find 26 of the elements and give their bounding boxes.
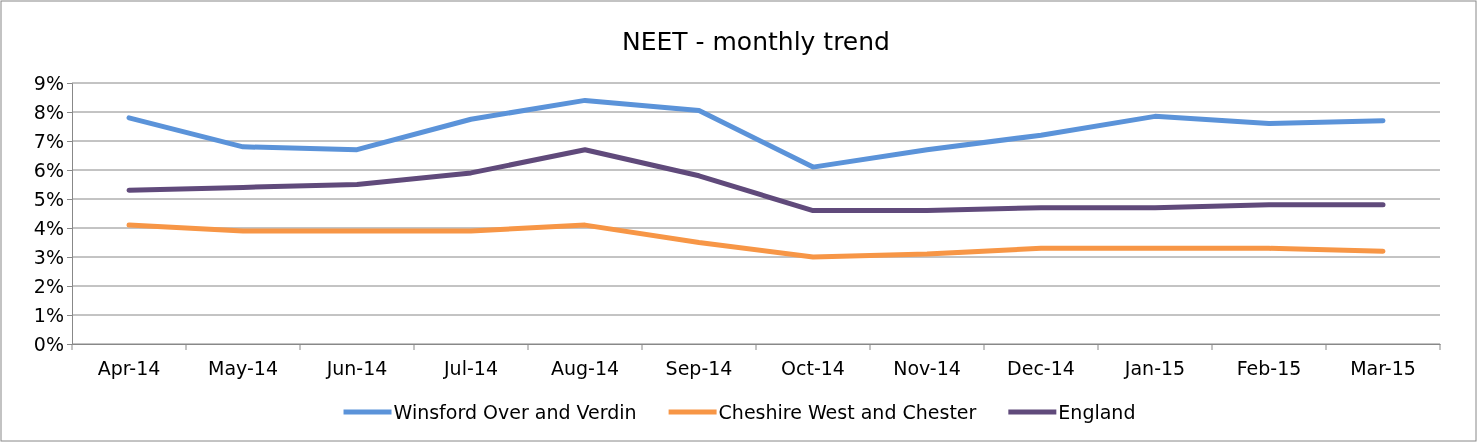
y-tick-label: 0% xyxy=(33,332,64,355)
x-tick-label: Apr-14 xyxy=(97,357,161,380)
y-tick-label: 6% xyxy=(33,158,64,181)
legend-label: Winsford Over and Verdin xyxy=(393,401,637,423)
x-tick-label: Sep-14 xyxy=(665,357,733,380)
x-tick-label: Mar-15 xyxy=(1350,357,1416,380)
y-tick-label: 4% xyxy=(33,216,64,239)
y-tick-label: 7% xyxy=(33,129,64,152)
x-tick-label: Oct-14 xyxy=(781,357,845,380)
x-tick-label: May-14 xyxy=(208,357,278,380)
chart-title: NEET - monthly trend xyxy=(622,27,890,56)
x-tick-label: Jan-15 xyxy=(1123,357,1186,380)
y-tick-label: 9% xyxy=(33,71,64,94)
x-tick-label: Aug-14 xyxy=(550,357,620,380)
y-tick-label: 1% xyxy=(33,303,64,326)
y-tick-label: 8% xyxy=(33,100,64,123)
legend-label: England xyxy=(1058,401,1136,423)
x-tick-label: Dec-14 xyxy=(1007,357,1075,380)
x-tick-label: Feb-15 xyxy=(1236,357,1302,380)
x-tick-label: Jul-14 xyxy=(443,357,498,380)
x-tick-label: Nov-14 xyxy=(893,357,961,380)
y-tick-label: 2% xyxy=(33,274,64,297)
y-tick-label: 5% xyxy=(33,187,64,210)
legend-label: Cheshire West and Chester xyxy=(718,401,977,423)
y-tick-label: 3% xyxy=(33,245,64,268)
x-tick-label: Jun-14 xyxy=(325,357,388,380)
